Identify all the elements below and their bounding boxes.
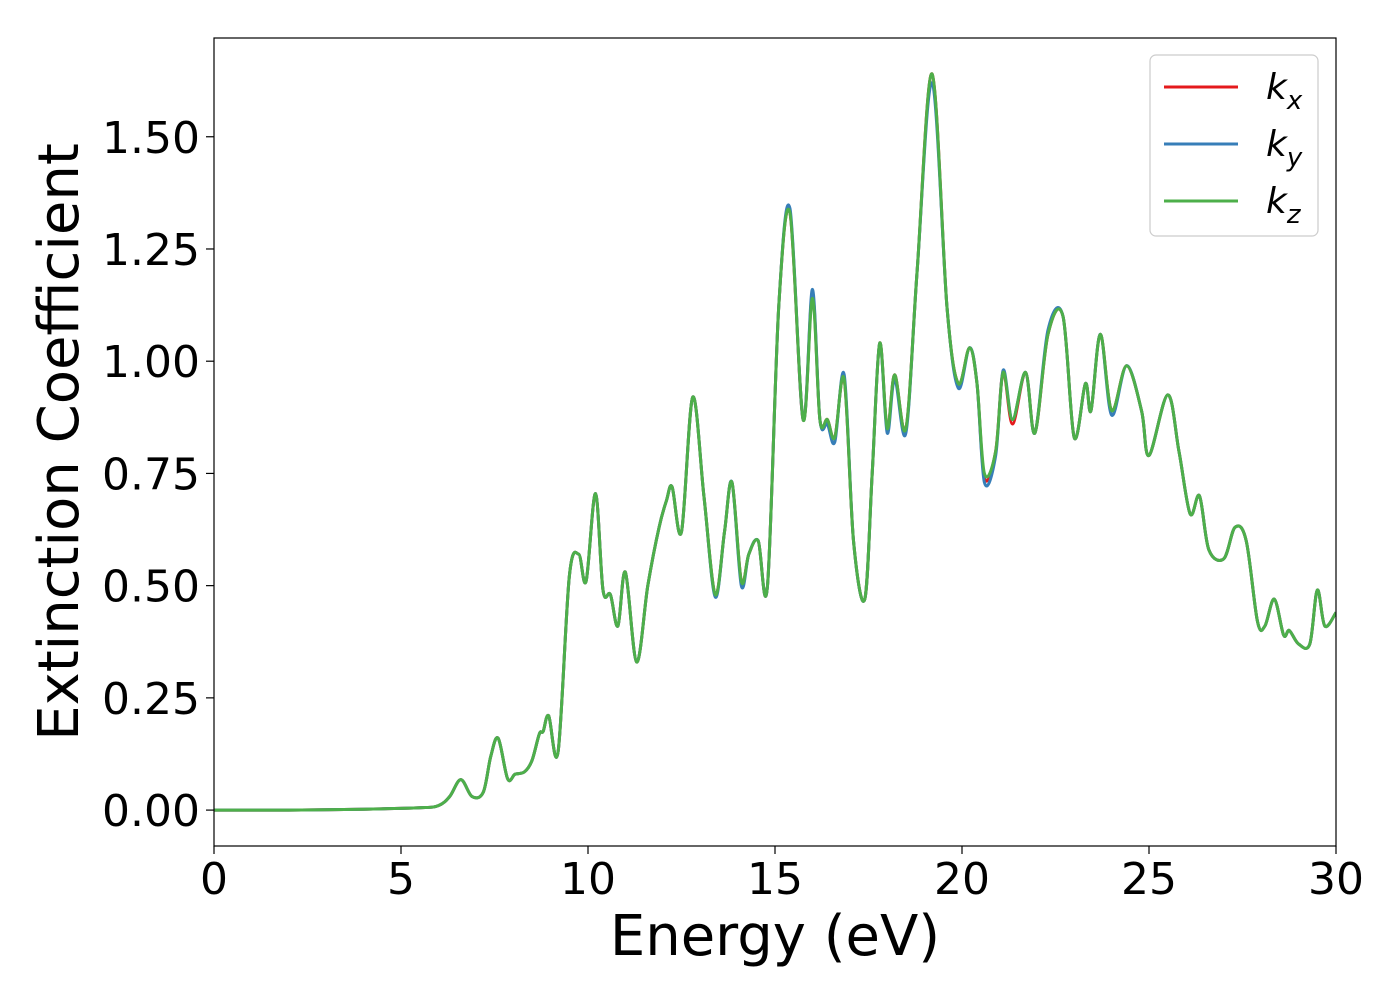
y-tick-label: 0.75 xyxy=(102,449,200,500)
x-axis: 0 5 10 15 20 25 30 xyxy=(200,846,1364,905)
x-tick-label: 15 xyxy=(747,854,803,905)
legend-label-ky: ky xyxy=(1266,124,1303,173)
x-tick-label: 10 xyxy=(560,854,616,905)
x-tick-label: 20 xyxy=(934,854,990,905)
legend: kx ky kz xyxy=(1149,54,1319,237)
y-tick-label: 1.25 xyxy=(102,225,200,276)
x-tick-label: 25 xyxy=(1121,854,1177,905)
legend-label-kz: kz xyxy=(1266,181,1302,230)
y-axis: 0.00 0.25 0.50 0.75 1.00 1.25 1.50 xyxy=(102,113,214,837)
x-tick-label: 5 xyxy=(387,854,415,905)
y-tick-label: 0.00 xyxy=(102,786,200,837)
y-axis-label: Extinction Coefficient xyxy=(27,143,92,741)
x-tick-label: 30 xyxy=(1308,854,1364,905)
x-axis-label: Energy (eV) xyxy=(610,904,940,969)
y-tick-label: 0.50 xyxy=(102,562,200,613)
y-tick-label: 0.25 xyxy=(102,674,200,725)
legend-label-kx: kx xyxy=(1266,67,1303,116)
y-tick-label: 1.50 xyxy=(102,113,200,164)
x-tick-label: 0 xyxy=(200,854,228,905)
series-line-kz xyxy=(214,72,1336,812)
series-layer xyxy=(214,72,1336,812)
y-tick-label: 1.00 xyxy=(102,337,200,388)
